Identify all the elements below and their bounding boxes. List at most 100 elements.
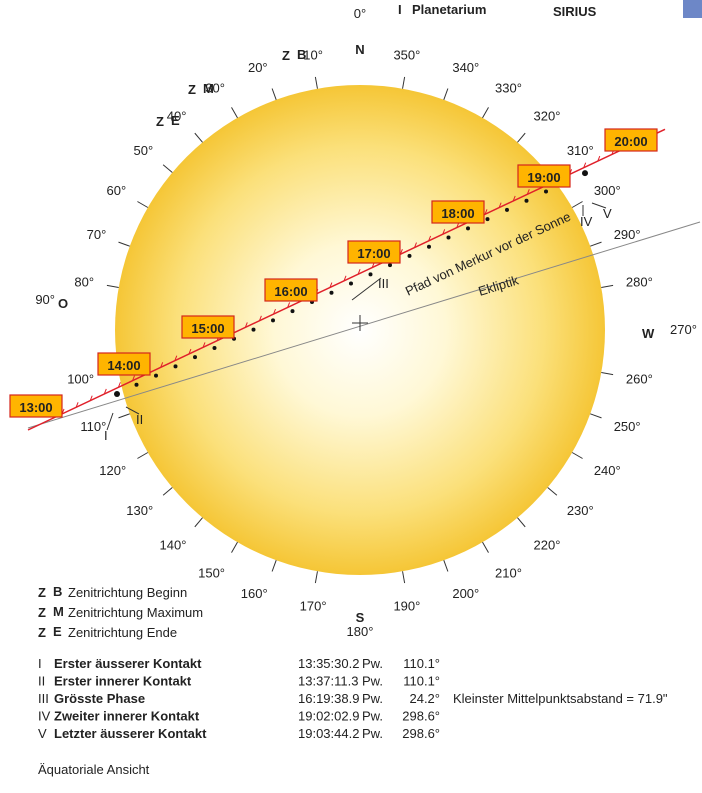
rim-tick (118, 414, 129, 418)
mercury-dot (135, 383, 139, 387)
contact-pw-label: Pw. (362, 691, 383, 706)
contact-time: 16:19:38.9 (298, 691, 359, 706)
rim-tick (272, 88, 276, 99)
logo-square (683, 0, 702, 18)
rim-tick (315, 77, 317, 89)
rim-tick (137, 202, 147, 208)
mercury-dot (114, 391, 120, 397)
angle-label: 20° (248, 60, 268, 75)
contact-numeral: IV (38, 709, 51, 724)
contact-pw-label: Pw. (362, 726, 383, 741)
contact-numeral: V (38, 726, 47, 741)
angle-label: 80° (74, 274, 94, 289)
mercury-dot (291, 309, 295, 313)
contact-pw: 24.2° (409, 691, 440, 706)
legend-sub: B (53, 584, 62, 599)
angle-label: 50° (133, 143, 153, 158)
rim-tick (483, 107, 489, 117)
rim-tick (163, 487, 172, 495)
time-label: 15:00 (191, 321, 224, 336)
angle-label: 200° (452, 586, 479, 601)
time-label: 19:00 (527, 170, 560, 185)
rim-tick (444, 88, 448, 99)
contact-numeral: II (38, 674, 45, 689)
contact-time: 13:35:30.2 (298, 656, 359, 671)
mercury-dot (505, 208, 509, 212)
contact-pw-label: Pw. (362, 674, 383, 689)
angle-label: 100° (67, 372, 94, 387)
contact-pointer (107, 413, 113, 430)
zenith-sub: M (203, 81, 214, 96)
mercury-dot (193, 355, 197, 359)
legend-text: Zenitrichtung Maximum (68, 605, 203, 620)
note: Kleinster Mittelpunktsabstand = 71.9" (453, 691, 668, 706)
angle-label: 130° (126, 503, 153, 518)
rim-tick (444, 560, 448, 571)
angle-label: 220° (534, 537, 561, 552)
angle-label: 0° (354, 6, 366, 21)
contact-name: Zweiter innerer Kontakt (54, 709, 200, 724)
rim-tick (272, 560, 276, 571)
contact-marker: II (136, 412, 143, 427)
angle-label: 90° (35, 292, 55, 307)
footer: Äquatoriale Ansicht (38, 762, 150, 777)
time-label: 13:00 (19, 400, 52, 415)
rim-tick (195, 133, 203, 142)
legend-sub: E (53, 624, 62, 639)
angle-label: 350° (393, 47, 420, 62)
angle-label: 270° (670, 322, 697, 337)
time-label: 17:00 (357, 246, 390, 261)
rim-tick (107, 285, 119, 287)
brand-prefix: I (398, 2, 402, 17)
angle-label: 210° (495, 565, 522, 580)
legend-sub: M (53, 604, 64, 619)
angle-label: 340° (452, 60, 479, 75)
contact-pw: 110.1° (403, 656, 440, 671)
contact-name: Letzter äusserer Kontakt (54, 726, 207, 741)
brand-bold: SIRIUS (553, 4, 597, 19)
angle-label: 280° (626, 274, 653, 289)
rim-tick (601, 373, 613, 375)
legend-symbol: Z (38, 585, 46, 600)
mercury-dot (544, 190, 548, 194)
rim-tick (195, 518, 203, 527)
compass-west: W (642, 326, 655, 341)
angle-label: 260° (626, 372, 653, 387)
contact-marker: V (603, 206, 612, 221)
contact-pw-label: Pw. (362, 656, 383, 671)
zenith-sub: B (297, 47, 306, 62)
angle-label: 290° (614, 227, 641, 242)
angle-label: 140° (160, 537, 187, 552)
mercury-dot (349, 282, 353, 286)
rim-tick (517, 518, 525, 527)
zenith-symbol: Z (156, 114, 164, 129)
angle-label: 110° (80, 419, 106, 434)
compass-south: S (356, 610, 365, 625)
legend-text: Zenitrichtung Ende (68, 625, 177, 640)
legend-text: Zenitrichtung Beginn (68, 585, 187, 600)
legend-symbol: Z (38, 625, 46, 640)
angle-label: 180° (347, 624, 374, 639)
contact-marker: I (104, 428, 108, 443)
angle-label: 300° (594, 183, 621, 198)
rim-tick (232, 107, 238, 117)
mercury-dot (486, 217, 490, 221)
contact-name: Grösste Phase (54, 691, 145, 706)
angle-label: 330° (495, 81, 522, 96)
rim-tick (590, 242, 601, 246)
rim-tick (163, 165, 172, 173)
mercury-dot (388, 263, 392, 267)
rim-tick (483, 542, 489, 552)
contact-time: 19:03:44.2 (298, 726, 359, 741)
angle-label: 190° (393, 599, 420, 614)
mercury-dot (582, 170, 588, 176)
contact-marker: IV (580, 214, 593, 229)
angle-label: 170° (300, 599, 327, 614)
angle-label: 250° (614, 419, 641, 434)
contact-marker: III (378, 276, 389, 291)
rim-tick (601, 285, 613, 287)
contact-name: Erster innerer Kontakt (54, 674, 192, 689)
time-label: 20:00 (614, 134, 647, 149)
zenith-symbol: Z (188, 82, 196, 97)
angle-label: 150° (198, 565, 225, 580)
